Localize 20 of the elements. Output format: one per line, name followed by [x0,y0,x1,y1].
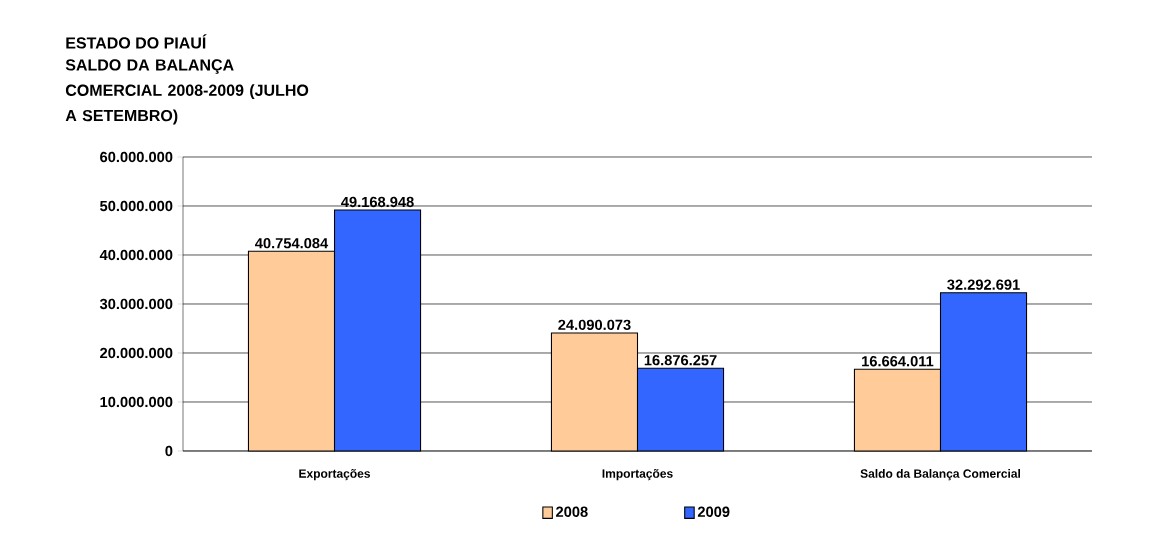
data-label: 32.292.691 [947,279,1020,290]
data-label: 49.168.948 [341,196,414,208]
legend-label: 2009 [697,506,730,517]
y-tick-label: 60.000.000 [100,151,173,163]
y-tick-label: 50.000.000 [100,200,173,212]
y-tick-label: 40.000.000 [99,249,173,261]
x-tick-label: Importações [602,469,673,481]
x-tick-label: Saldo da Balança Comercial [860,469,1020,481]
y-tick-label: 0 [165,445,173,457]
chart-title: ESTADO DO PIAUÍ [66,34,207,49]
legend-label: 2008 [556,506,588,517]
data-label: 16.876.257 [644,354,717,366]
chart-subtitle: SALDO DA BALANÇA COMERCIAL 2008-2009 (JULHO A SETEMBRO) [65,59,309,125]
y-tick-label: 10.000.000 [100,396,173,408]
x-tick-label: Exportações [299,469,371,481]
data-label: 40.754.084 [255,238,329,249]
y-tick-label: 20.000.000 [100,347,173,359]
y-tick-label: 30.000.000 [99,298,173,310]
data-label: 24.090.073 [558,319,631,331]
data-label: 16.664.011 [862,356,934,367]
